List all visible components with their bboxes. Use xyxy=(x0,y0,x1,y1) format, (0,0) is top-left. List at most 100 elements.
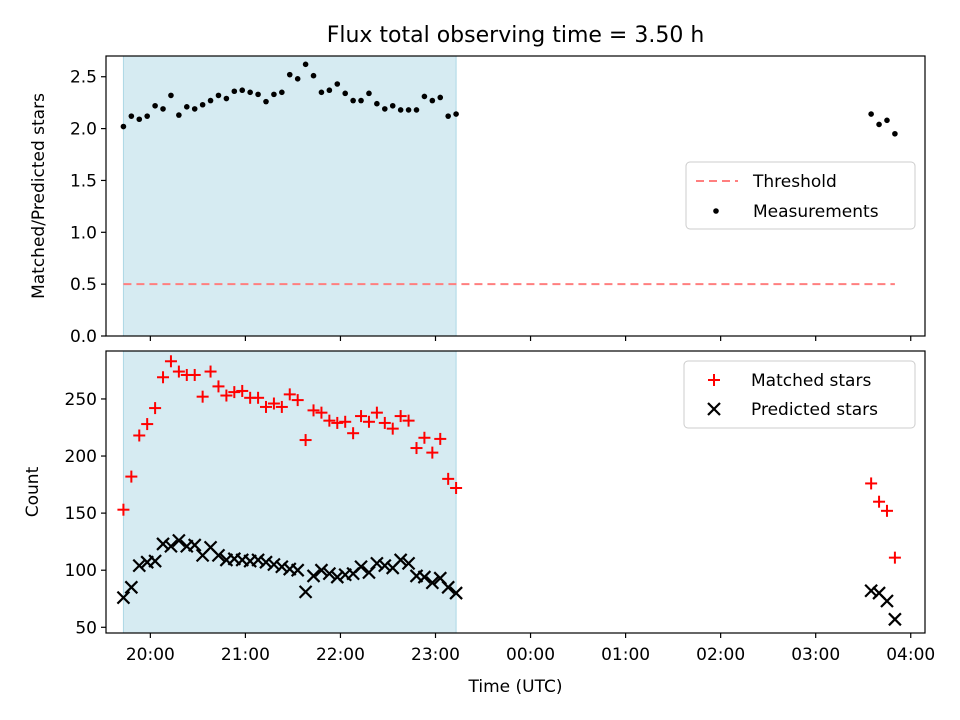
predicted-star-point-b xyxy=(433,571,448,585)
bottom-axes-frame xyxy=(105,350,926,634)
measurement-point xyxy=(144,113,150,119)
measurement-point xyxy=(326,87,333,94)
y-tick-label: 2.5 xyxy=(70,68,97,88)
measurement-point xyxy=(429,97,436,104)
matched-star-point xyxy=(323,414,336,427)
predicted-star-point xyxy=(370,556,384,571)
measurement-point xyxy=(207,97,214,104)
ratio-panel: 0.0 0.5 1.0 1.5 2.0 2.5 Flux total observing … xyxy=(29,23,926,347)
matched-stars-series xyxy=(117,355,901,564)
measurement-point xyxy=(176,112,182,118)
predicted-star-point-b xyxy=(872,586,886,600)
x-tick-label: 22:00 xyxy=(316,645,365,665)
measurement-point xyxy=(271,91,277,98)
predicted-star-point-b xyxy=(880,594,894,608)
y-tick-label: 1.0 xyxy=(70,223,97,243)
x-axis-label: Time (UTC) xyxy=(468,677,563,697)
predicted-star-point-b xyxy=(164,539,178,554)
measurement-point xyxy=(160,106,166,112)
bottom-y-axis-ticks: 50 100 150 200 250 xyxy=(65,390,106,638)
measurement-point xyxy=(310,72,317,79)
predicted-star-point-b xyxy=(306,569,321,583)
matched-star-point xyxy=(299,434,312,447)
x-tick-label: 20:00 xyxy=(126,645,175,665)
measurement-point xyxy=(405,107,412,113)
observing-window-shade xyxy=(122,55,457,337)
predicted-star-point xyxy=(322,566,337,581)
matched-star-point xyxy=(434,432,447,445)
predicted-star-point xyxy=(425,575,440,590)
predicted-star-point-b xyxy=(148,554,162,568)
x-tick-label: 00:00 xyxy=(506,645,555,665)
predicted-star-point xyxy=(449,586,463,600)
matched-star-point xyxy=(236,384,249,397)
measurement-point xyxy=(366,90,372,97)
matched-star-point xyxy=(410,442,423,455)
x-tick-label: 02:00 xyxy=(696,645,745,665)
matched-star-point xyxy=(141,418,154,431)
bottom-legend: Matched stars Predicted stars xyxy=(683,360,916,429)
legend-predicted-label: Predicted stars xyxy=(751,400,878,420)
predicted-star-point-b xyxy=(425,575,440,590)
measurement-point xyxy=(263,98,269,105)
measurement-point xyxy=(199,101,206,108)
measurement-point xyxy=(279,89,285,96)
predicted-star-point xyxy=(267,557,281,572)
y-tick-label: 100 xyxy=(65,561,97,581)
measurement-point xyxy=(231,88,238,95)
measurement-point xyxy=(445,113,451,119)
matched-star-point xyxy=(275,400,288,413)
measurement-point xyxy=(168,92,174,99)
measurement-point xyxy=(892,130,898,137)
measurement-point xyxy=(191,106,198,112)
predicted-star-point xyxy=(314,563,329,577)
x-tick-label: 03:00 xyxy=(791,645,840,665)
predicted-star-point xyxy=(124,580,139,595)
matched-star-point xyxy=(259,400,272,413)
predicted-star-point-b xyxy=(156,537,170,551)
predicted-star-point-b xyxy=(441,580,455,595)
measurement-point xyxy=(397,107,404,113)
matched-star-point xyxy=(307,404,320,417)
predicted-star-point xyxy=(354,560,368,574)
predicted-star-point xyxy=(378,558,392,573)
legend-matched-swatch xyxy=(708,374,720,386)
matched-star-point xyxy=(378,416,391,429)
matched-star-point xyxy=(220,389,233,402)
matched-star-point xyxy=(196,390,209,403)
predicted-star-point-b xyxy=(124,580,139,595)
predicted-star-point-b xyxy=(393,553,408,567)
y-tick-label: 0.5 xyxy=(70,275,97,295)
matched-star-point xyxy=(450,482,463,495)
matched-star-point xyxy=(188,368,201,381)
x-tick-label: 21:00 xyxy=(221,645,270,665)
predicted-star-point xyxy=(290,563,305,577)
predicted-star-point-b xyxy=(172,533,186,548)
matched-star-point xyxy=(339,415,352,428)
predicted-star-point xyxy=(187,538,202,552)
matched-star-point xyxy=(267,397,280,410)
predicted-star-point-b xyxy=(203,540,218,555)
legend-predicted-swatch xyxy=(707,402,721,416)
measurement-point xyxy=(136,116,143,123)
predicted-star-point xyxy=(148,554,162,568)
measurement-point xyxy=(382,106,388,112)
measurement-point xyxy=(183,104,190,110)
matched-star-point xyxy=(157,371,170,384)
legend-x-marker-b xyxy=(707,402,721,416)
predicted-star-point-b xyxy=(275,560,289,574)
measurement-point xyxy=(247,89,253,96)
top-legend-box xyxy=(685,161,916,230)
predicted-star-point-b xyxy=(187,538,202,552)
predicted-star-point-b xyxy=(298,585,313,599)
matched-star-point xyxy=(125,470,138,483)
bottom-x-axis-ticks: 20:00 21:00 22:00 23:00 00:00 01:00 02:00 03:00… xyxy=(126,633,935,665)
predicted-star-point xyxy=(306,569,321,583)
bottom-legend-box xyxy=(683,360,916,429)
measurement-point xyxy=(215,92,222,99)
top-y-axis-ticks: 0.0 0.5 1.0 1.5 2.0 2.5 xyxy=(70,68,106,347)
matched-star-point xyxy=(888,551,901,564)
measurement-point xyxy=(223,95,230,102)
legend-threshold-label: Threshold xyxy=(752,172,837,192)
top-y-axis-label: Matched/Predicted stars xyxy=(29,93,49,299)
